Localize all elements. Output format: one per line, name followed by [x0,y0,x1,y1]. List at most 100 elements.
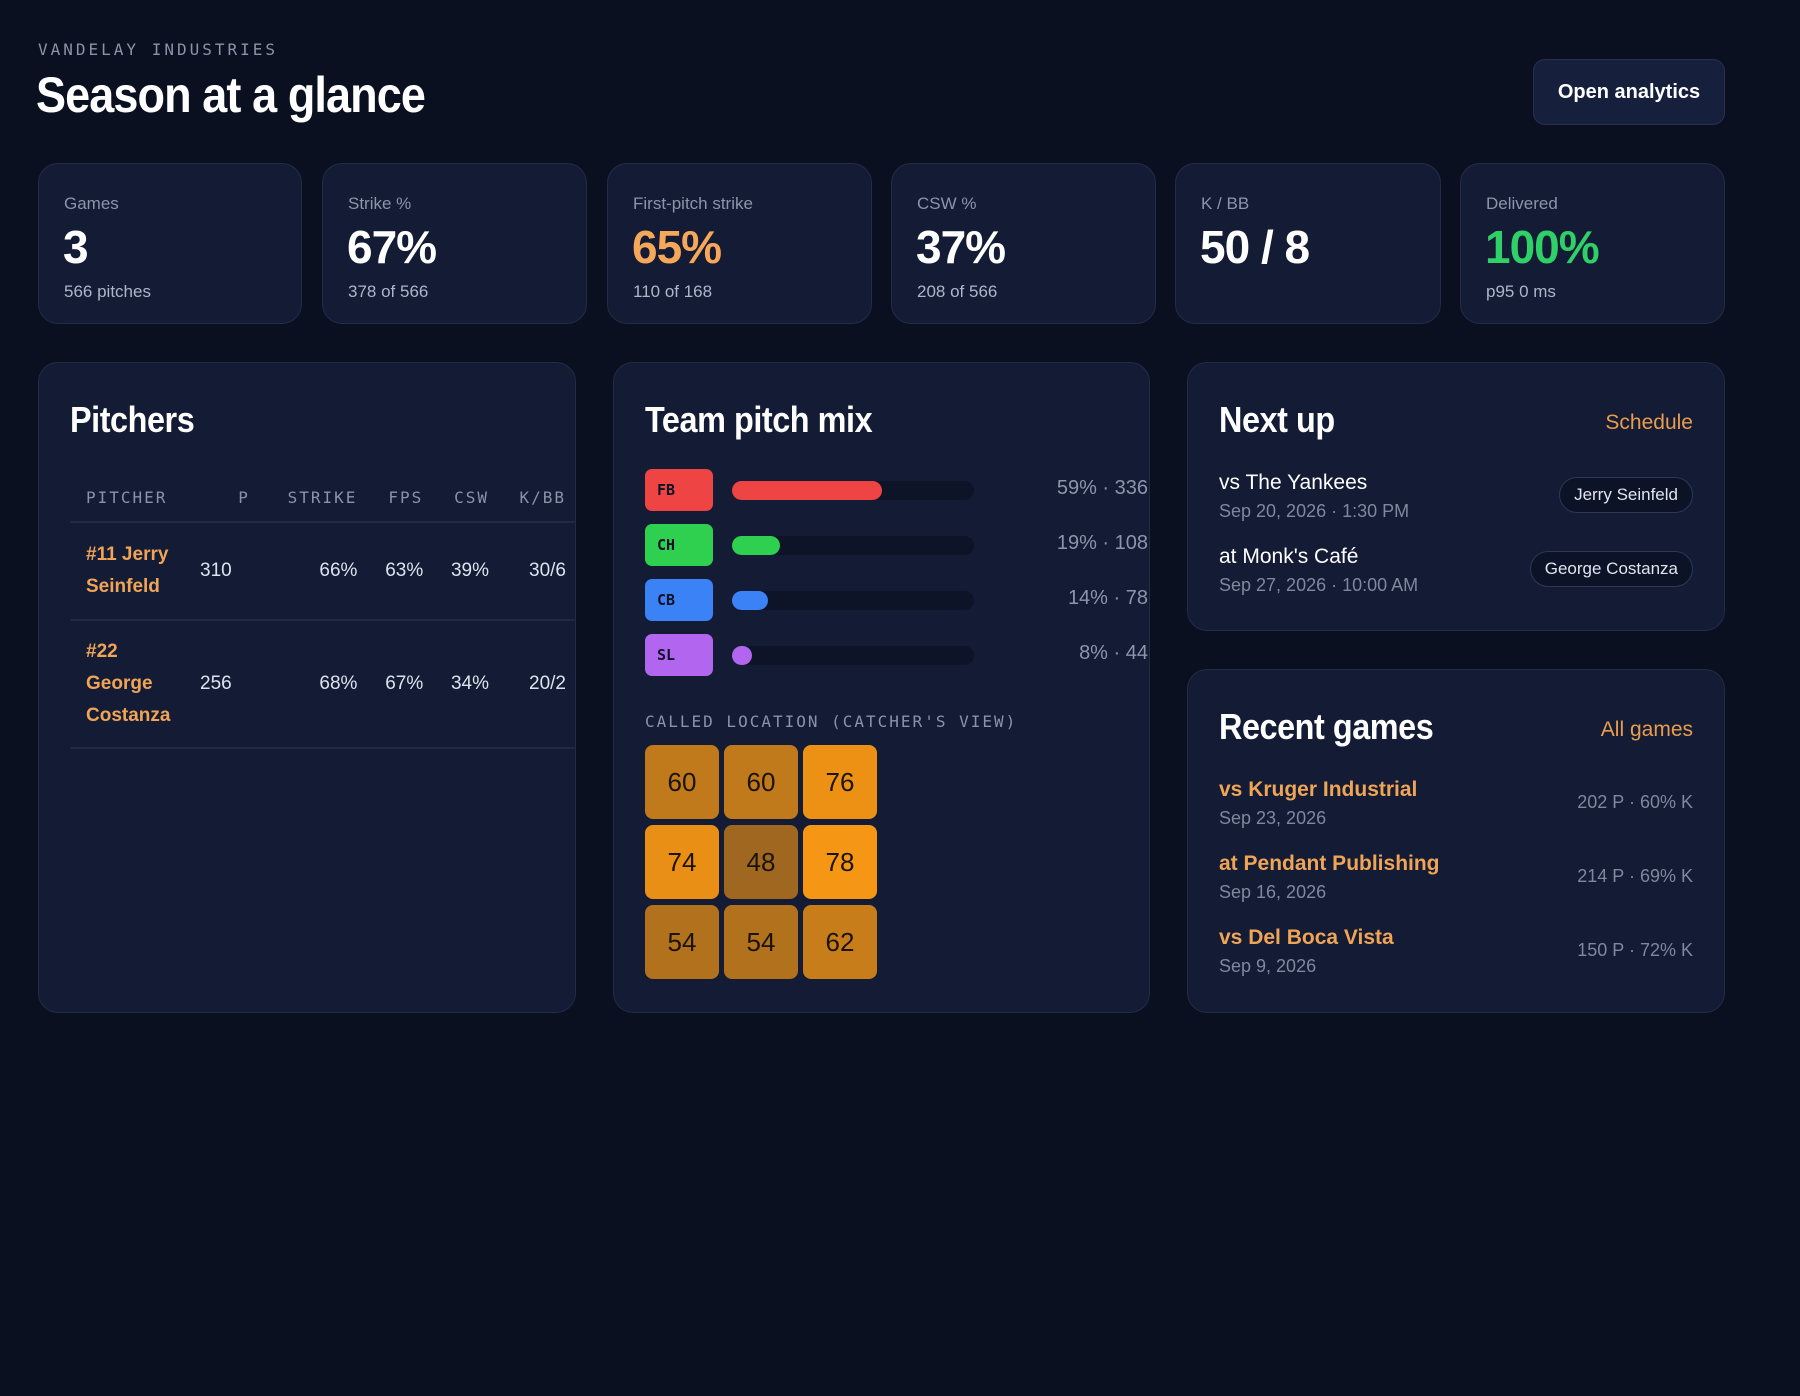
cell-csw: 34% [435,620,501,749]
share-value: 59% · 336 [1056,477,1148,499]
opponent-name: vs The Yankees [1219,471,1368,494]
recent-games-title: Recent games [1219,706,1434,747]
page-title: Season at a glance [36,67,426,123]
pitch-type-chip: CH [645,524,713,566]
stat-sub: 378 of 566 [348,282,429,301]
zone-cell: 48 [724,825,798,899]
share-bar-fill [732,591,768,610]
game-summary: 202 P · 60% K [1577,792,1693,812]
pitchers-title: Pitchers [70,399,195,440]
game-link[interactable]: vs Kruger Industrial [1219,778,1418,801]
stat-sub: p95 0 ms [1486,282,1556,301]
stat-card-delivered: Delivered 100% p95 0 ms [1460,163,1725,324]
share-bar-fill [732,536,780,555]
zone-cell: 76 [803,745,877,819]
share-value: 8% · 44 [1079,642,1148,664]
share-value: 14% · 78 [1067,587,1148,609]
cell-kbb: 30/6 [501,522,575,621]
recent-games-panel: Recent games All games vs Kruger Industr… [1187,669,1725,1013]
share-value: 19% · 108 [1056,532,1148,554]
cell-fps: 63% [369,522,436,621]
zone-cell: 54 [724,905,798,979]
column-header-kbb: K/BB [501,473,575,523]
share-bar-track [732,646,974,665]
pitcher-name-link[interactable]: #11 Jerry Seinfeld [70,522,186,621]
column-header-strike: STRIKE [261,473,370,523]
stat-value: 67% [347,221,437,273]
recent-game: vs Kruger Industrial Sep 23, 2026 202 P … [1219,778,1693,838]
starting-pitcher-badge: George Costanza [1529,551,1693,587]
pitch-mix-row-fb: FB 59% · 336 [645,469,1148,511]
open-analytics-button[interactable]: Open analytics [1533,59,1725,125]
all-games-link[interactable]: All games [1600,718,1693,741]
column-header-csw: CSW [435,473,501,523]
cell-fps: 67% [369,620,436,749]
pitcher-name-link[interactable]: #22 George Costanza [70,620,186,749]
cell-p: 310 [186,522,262,621]
share-bar-fill [732,646,752,665]
schedule-link[interactable]: Schedule [1605,411,1693,434]
game-date: Sep 27, 2026 · 10:00 AM [1219,575,1419,595]
table-row: #22 George Costanza 256 68% 67% 34% 20/2 [70,620,575,749]
pitch-mix-panel: Team pitch mix FB 59% · 336 CH 19% · 108… [613,362,1150,1013]
stat-value: 3 [63,221,89,273]
cell-strike: 66% [261,522,370,621]
stat-sub: 110 of 168 [633,282,713,301]
stat-value: 50 / 8 [1200,221,1310,273]
recent-game: at Pendant Publishing Sep 16, 2026 214 P… [1219,852,1693,912]
game-date: Sep 20, 2026 · 1:30 PM [1219,501,1410,521]
share-bar-track [732,536,974,555]
column-header-fps: FPS [369,473,436,523]
game-link[interactable]: vs Del Boca Vista [1219,926,1394,949]
game-summary: 214 P · 69% K [1577,866,1693,886]
table-row: #11 Jerry Seinfeld 310 66% 63% 39% 30/6 [70,522,575,621]
zone-cell: 54 [645,905,719,979]
share-bar-track [732,591,974,610]
starting-pitcher-badge: Jerry Seinfeld [1559,477,1693,513]
game-date: Sep 23, 2026 [1219,808,1327,828]
game-date: Sep 16, 2026 [1219,882,1327,902]
stat-label: K / BB [1201,194,1250,213]
pitch-mix-title: Team pitch mix [645,399,873,440]
upcoming-game: at Monk's Café Sep 27, 2026 · 10:00 AM G… [1219,545,1693,605]
recent-game: vs Del Boca Vista Sep 9, 2026 150 P · 72… [1219,926,1693,986]
stat-label: First-pitch strike [633,194,753,213]
cell-p: 256 [186,620,262,749]
pitchers-table: PITCHER P STRIKE FPS CSW K/BB #11 Jerry … [70,473,575,749]
stat-card-games: Games 3 566 pitches [38,163,302,324]
next-up-title: Next up [1219,399,1335,440]
stat-label: Games [64,194,119,213]
zone-cell: 74 [645,825,719,899]
stat-sub: 208 of 566 [917,282,998,301]
stat-sub: 566 pitches [64,282,151,301]
cell-csw: 39% [435,522,501,621]
opponent-name: at Monk's Café [1219,545,1359,568]
next-up-panel: Next up Schedule vs The Yankees Sep 20, … [1187,362,1725,631]
game-summary: 150 P · 72% K [1577,940,1693,960]
stat-label: CSW % [917,194,977,213]
zone-cell: 62 [803,905,877,979]
game-link[interactable]: at Pendant Publishing [1219,852,1440,875]
pitch-mix-row-sl: SL 8% · 44 [645,634,1148,676]
stat-value: 37% [916,221,1006,273]
stat-card-csw: CSW % 37% 208 of 566 [891,163,1156,324]
stat-label: Strike % [348,194,412,213]
column-header-pitcher: PITCHER [70,473,186,523]
pitch-type-chip: SL [645,634,713,676]
stat-value: 65% [632,221,722,273]
zone-cell: 60 [724,745,798,819]
called-location-label: CALLED LOCATION (CATCHER'S VIEW) [645,712,1018,731]
upcoming-game: vs The Yankees Sep 20, 2026 · 1:30 PM Je… [1219,471,1693,531]
stat-card-strike: Strike % 67% 378 of 566 [322,163,587,324]
pitch-type-chip: FB [645,469,713,511]
pitch-mix-row-cb: CB 14% · 78 [645,579,1148,621]
column-header-p: P [186,473,262,523]
share-bar-fill [732,481,882,500]
pitch-type-chip: CB [645,579,713,621]
stat-card-k-bb: K / BB 50 / 8 [1175,163,1441,324]
table-header-row: PITCHER P STRIKE FPS CSW K/BB [70,473,575,523]
org-name: VANDELAY INDUSTRIES [38,40,279,59]
stat-card-first-pitch-strike: First-pitch strike 65% 110 of 168 [607,163,872,324]
cell-kbb: 20/2 [501,620,575,749]
stat-value: 100% [1485,221,1600,273]
